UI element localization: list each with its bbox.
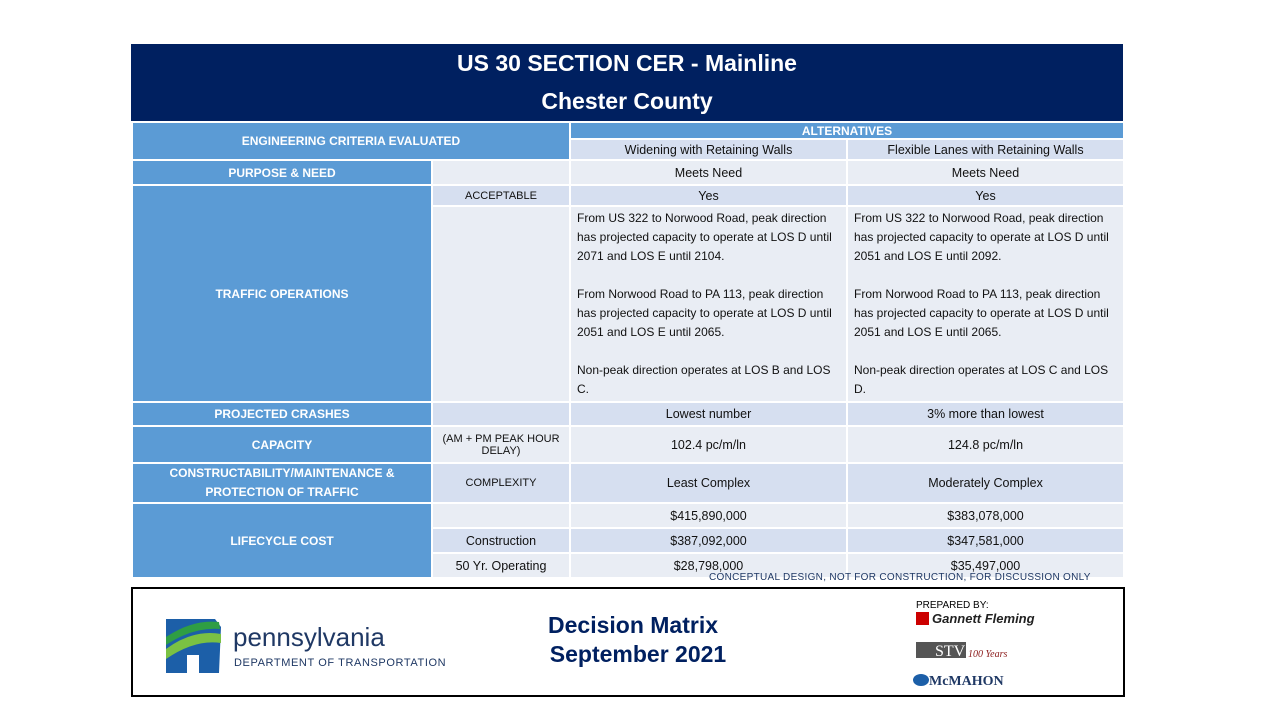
department: DEPARTMENT OF TRANSPORTATION (234, 657, 446, 669)
criterion: CONSTRUCTABILITY/MAINTENANCE & PROTECTIO… (131, 462, 433, 504)
prepared-by: PREPARED BY: (916, 600, 989, 611)
footer-art: pennsylvania DEPARTMENT OF TRANSPORTATIO… (166, 600, 1035, 689)
criterion: LIFECYCLE COST (131, 502, 433, 579)
detail-paragraph: From US 322 to Norwood Road, peak direct… (577, 211, 832, 263)
cell: Lowest number (569, 401, 848, 427)
row: Construction $387,092,000 $347,581,000 (132, 527, 1126, 554)
firm-icon (913, 674, 929, 686)
firm: McMAHON (929, 674, 1004, 689)
firm-icon (916, 612, 929, 625)
keystone-stripe (166, 621, 220, 645)
firm: STV (935, 643, 966, 660)
alternative: Widening with Retaining Walls (569, 138, 848, 161)
cell: $347,581,000 (845, 527, 1126, 554)
cell (431, 502, 571, 529)
row: ENGINEERING CRITERIA EVALUATED ALTERNATI… (131, 121, 1126, 161)
alternatives-header: ALTERNATIVES (568, 121, 1126, 140)
detail-paragraph: From US 322 to Norwood Road, peak direct… (854, 211, 1109, 263)
criteria-header: ENGINEERING CRITERIA EVALUATED (131, 121, 571, 161)
detail-paragraph: From Norwood Road to PA 113, peak direct… (577, 287, 832, 339)
cell: $387,092,000 (569, 527, 848, 554)
measure: COMPLEXITY (431, 462, 571, 504)
sub-label: Construction (431, 527, 571, 554)
cell: $28,798,000 (569, 552, 848, 579)
row: From US 322 to Norwood Road, peak direct… (132, 205, 1126, 403)
keystone-stripe (166, 633, 221, 659)
footer-title: Decision Matrix (548, 612, 718, 638)
subtitle: Chester County (541, 88, 713, 114)
detail-paragraph: Non-peak direction operates at LOS C and… (854, 363, 1109, 396)
firm: Gannett Fleming (932, 611, 1035, 626)
row: Widening with Retaining Walls Flexible L… (132, 138, 1126, 161)
row: CONSTRUCTABILITY/MAINTENANCE & PROTECTIO… (131, 462, 1126, 504)
cell: 124.8 pc/m/ln (845, 425, 1126, 464)
cell: 102.4 pc/m/ln (569, 425, 848, 464)
details: From US 322 to Norwood Road, peak direct… (569, 205, 848, 403)
measure: ACCEPTABLE (431, 184, 571, 207)
header: US 30 SECTION CER - Mainline Chester Cou… (131, 44, 1123, 121)
cell: Yes (845, 184, 1126, 207)
cell: Meets Need (845, 159, 1126, 186)
title: US 30 SECTION CER - Mainline (457, 50, 797, 76)
footer-title: September 2021 (550, 641, 727, 667)
cell (431, 401, 571, 427)
alternative: Flexible Lanes with Retaining Walls (845, 138, 1126, 161)
cell (431, 205, 571, 403)
cell: Yes (569, 184, 848, 207)
criterion: CAPACITY (131, 425, 433, 464)
cell: $35,497,000 (845, 552, 1126, 579)
measure: (AM + PM PEAK HOUR DELAY) (431, 425, 571, 464)
cell: Meets Need (569, 159, 848, 186)
cell: $415,890,000 (569, 502, 848, 529)
cell: $383,078,000 (845, 502, 1126, 529)
firm-icon (916, 642, 966, 658)
row: 50 Yr. Operating $28,798,000 $35,497,000 (132, 552, 1126, 579)
criterion: TRAFFIC OPERATIONS (131, 184, 433, 403)
detail-paragraph: Non-peak direction operates at LOS B and… (577, 363, 831, 396)
sub-label: 50 Yr. Operating (431, 552, 571, 579)
row: TRAFFIC OPERATIONS ACCEPTABLE Yes Yes (131, 184, 1126, 403)
criterion: PROJECTED CRASHES (131, 401, 433, 427)
row: PROJECTED CRASHES Lowest number 3% more t… (131, 401, 1126, 427)
detail-paragraph: From Norwood Road to PA 113, peak direct… (854, 287, 1109, 339)
cell: 3% more than lowest (845, 401, 1126, 427)
details: From US 322 to Norwood Road, peak direct… (845, 205, 1126, 403)
row: CAPACITY (AM + PM PEAK HOUR DELAY) 102.4… (131, 425, 1126, 464)
cell: Least Complex (569, 462, 848, 504)
firm-years: 100 Years (968, 649, 1007, 660)
cell: Moderately Complex (845, 462, 1126, 504)
criterion: PURPOSE & NEED (131, 159, 433, 186)
agency: pennsylvania (233, 622, 385, 652)
matrix: ENGINEERING CRITERIA EVALUATED ALTERNATI… (131, 121, 1126, 579)
footer: pennsylvania DEPARTMENT OF TRANSPORTATIO… (131, 587, 1125, 697)
note: CONCEPTUAL DESIGN, NOT FOR CONSTRUCTION,… (709, 572, 1091, 583)
cell (431, 159, 571, 186)
row: PURPOSE & NEED Meets Need Meets Need (131, 159, 1126, 186)
row: LIFECYCLE COST $415,890,000 $383,078,000 (131, 502, 1126, 579)
